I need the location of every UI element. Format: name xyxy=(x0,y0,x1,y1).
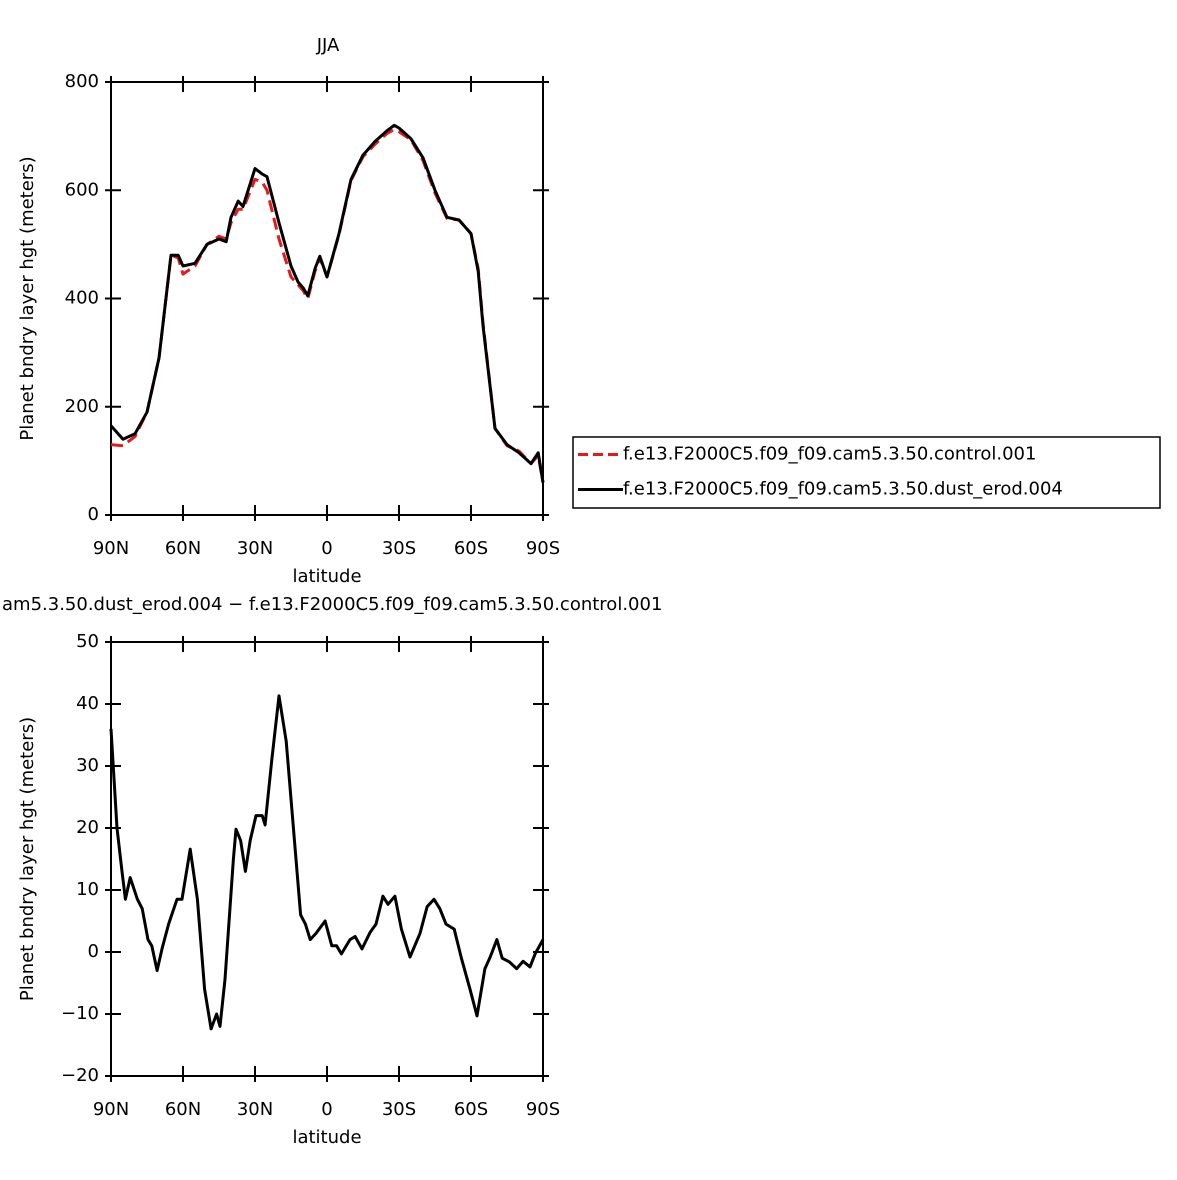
data-line xyxy=(110,128,545,483)
x-tick-label: 30N xyxy=(237,1099,273,1120)
x-tick-label: 60S xyxy=(454,1099,488,1120)
x-axis-label: latitude xyxy=(292,566,361,587)
y-tick-label: 400 xyxy=(65,288,99,309)
y-axis-label: Planet bndry layer hgt (meters) xyxy=(17,156,38,440)
x-tick-label: 90S xyxy=(526,1099,560,1120)
y-tick-label: 10 xyxy=(76,879,99,900)
data-line xyxy=(109,694,545,1031)
legend-label: f.e13.F2000C5.f09_f09.cam5.3.50.dust_ero… xyxy=(623,479,1063,500)
y-tick-label: 0 xyxy=(88,941,99,962)
x-tick-label: 90N xyxy=(93,1099,129,1120)
x-tick-label: 30N xyxy=(237,538,273,559)
chart-title: JJA xyxy=(316,35,340,56)
x-tick-label: 90S xyxy=(526,538,560,559)
x-tick-label: 30S xyxy=(382,538,416,559)
y-axis-label: Planet bndry layer hgt (meters) xyxy=(17,717,38,1001)
y-tick-label: 40 xyxy=(76,693,99,714)
y-tick-label: 30 xyxy=(76,755,99,776)
y-tick-label: −20 xyxy=(61,1065,99,1086)
x-tick-label: 0 xyxy=(321,538,332,559)
legend-label: f.e13.F2000C5.f09_f09.cam5.3.50.control.… xyxy=(623,444,1036,465)
chart-title: am5.3.50.dust_erod.004 − f.e13.F2000C5.f… xyxy=(2,594,662,615)
x-tick-label: 0 xyxy=(321,1099,332,1120)
x-tick-label: 60N xyxy=(165,1099,201,1120)
x-tick-label: 60S xyxy=(454,538,488,559)
x-tick-label: 60N xyxy=(165,538,201,559)
y-tick-label: 800 xyxy=(65,71,99,92)
plot-frame xyxy=(110,81,544,516)
data-line xyxy=(109,123,545,483)
x-tick-label: 30S xyxy=(382,1099,416,1120)
legend-box xyxy=(572,436,1161,509)
x-axis-label: latitude xyxy=(292,1127,361,1148)
y-tick-label: 0 xyxy=(88,504,99,525)
y-tick-label: 600 xyxy=(65,179,99,200)
y-tick-label: −10 xyxy=(61,1003,99,1024)
y-tick-label: 200 xyxy=(65,396,99,417)
y-tick-label: 20 xyxy=(76,817,99,838)
x-tick-label: 90N xyxy=(93,538,129,559)
y-tick-label: 50 xyxy=(76,631,99,652)
